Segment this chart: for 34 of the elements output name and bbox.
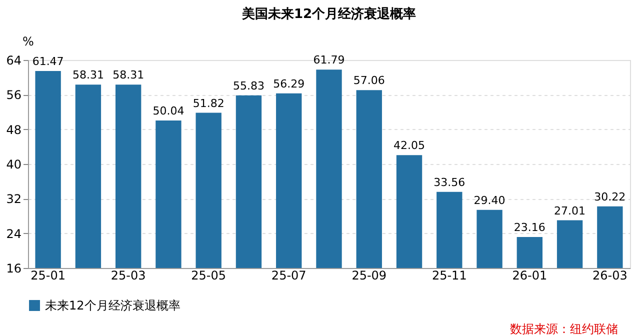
y-tick-label: 32 xyxy=(6,192,22,206)
x-tick-label: 26-03 xyxy=(592,268,628,282)
data-label: 51.82 xyxy=(192,96,224,110)
data-label: 42.05 xyxy=(394,139,426,152)
data-label: 61.47 xyxy=(32,54,64,68)
x-tick-label: 25-03 xyxy=(110,268,146,282)
x-tick-label: 25-11 xyxy=(432,268,467,282)
data-label: 29.40 xyxy=(474,194,506,207)
y-tick-label: 56 xyxy=(6,88,22,102)
data-label: 55.83 xyxy=(232,79,264,92)
data-label: 57.06 xyxy=(353,74,385,88)
x-tick-label: 25-07 xyxy=(271,268,306,282)
x-tick-label: 26-01 xyxy=(512,268,548,282)
data-label: 61.79 xyxy=(313,54,345,67)
y-tick-label: 24 xyxy=(6,226,22,241)
source-note: 数据来源：纽约联储 xyxy=(510,322,618,336)
data-label: 56.29 xyxy=(273,77,305,90)
y-tick-label: 48 xyxy=(6,122,22,137)
y-tick-label: 40 xyxy=(6,158,22,172)
data-label: 58.31 xyxy=(72,68,104,82)
data-label: 58.31 xyxy=(112,68,144,82)
data-label: 33.56 xyxy=(434,176,466,189)
y-tick-label: 16 xyxy=(6,262,22,276)
y-tick-label: 64 xyxy=(6,54,22,68)
x-tick-label: 25-09 xyxy=(352,268,387,282)
data-label: 50.04 xyxy=(152,104,184,118)
legend-label: 未来12个月经济衰退概率 xyxy=(45,298,180,312)
x-tick-label: 25-05 xyxy=(191,268,226,282)
data-label: 30.22 xyxy=(594,190,626,204)
y-axis-title: % xyxy=(22,34,34,48)
data-label: 27.01 xyxy=(554,204,586,218)
data-label: 23.16 xyxy=(514,220,546,234)
x-tick-label: 25-01 xyxy=(30,268,66,282)
chart-title: 美国未来12个月经济衰退概率 xyxy=(240,6,416,22)
